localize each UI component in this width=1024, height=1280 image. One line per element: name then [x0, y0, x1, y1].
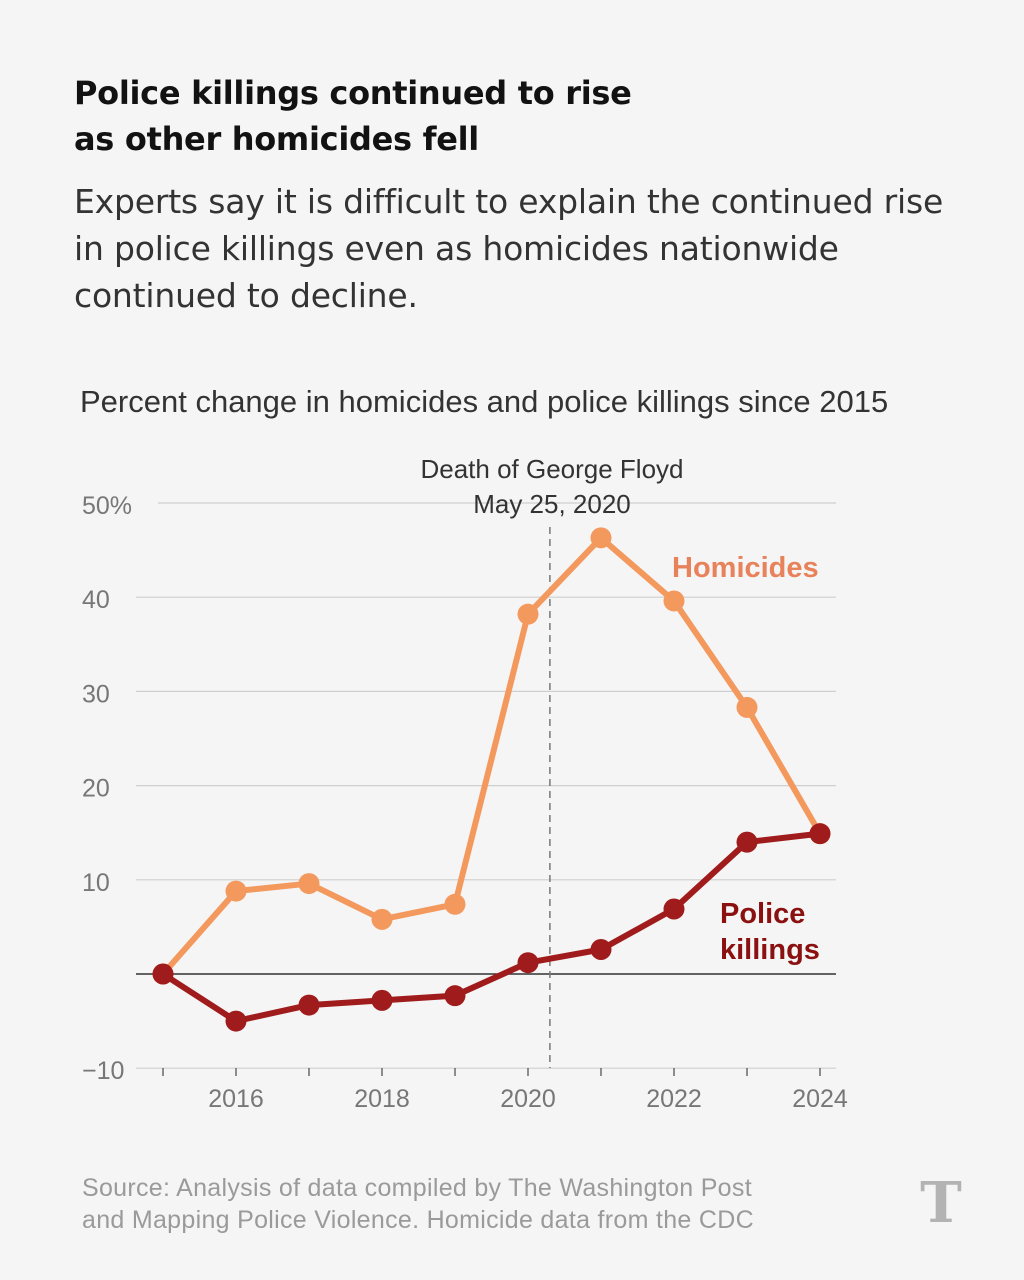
homicides-point	[663, 590, 685, 612]
y-tick-label: 30	[82, 680, 110, 708]
dek-line-3: continued to decline.	[74, 276, 418, 315]
police-killings-line	[160, 830, 823, 1025]
dek-line-2: in police killings even as homicides nat…	[74, 229, 839, 268]
x-tick-label: 2020	[500, 1085, 556, 1113]
police-killings-point	[225, 1010, 247, 1032]
dek-line-1: Experts say it is difficult to explain t…	[74, 182, 944, 221]
annotation-line-2: May 25, 2020	[473, 489, 631, 519]
homicides-point	[444, 893, 466, 915]
source-line-1: Source: Analysis of data compiled by The…	[82, 1174, 752, 1202]
x-tick-label: 2022	[646, 1085, 702, 1113]
police-killings-label-line-2: killings	[720, 934, 820, 966]
series-labels: Homicides Police killings	[672, 552, 820, 966]
y-tick-label: 10	[82, 869, 110, 897]
police-killings-point	[663, 898, 685, 920]
source-line-2: and Mapping Police Violence. Homicide da…	[82, 1206, 754, 1234]
y-tick-label: −10	[82, 1057, 124, 1085]
x-tick-label: 2024	[792, 1085, 848, 1113]
y-tick-label: 50%	[82, 492, 132, 520]
homicides-line	[160, 534, 823, 977]
headline: Police killings continued to rise as oth…	[74, 70, 934, 162]
police-killings-point	[590, 939, 612, 961]
source-note: Source: Analysis of data compiled by The…	[82, 1172, 882, 1236]
x-tick-label: 2016	[208, 1085, 264, 1113]
y-tick-label: 40	[82, 586, 110, 614]
police-killings-point	[517, 952, 539, 974]
headline-line-1: Police killings continued to rise	[74, 74, 632, 112]
nyt-t-glyph: T	[920, 1170, 962, 1234]
series-lines	[152, 527, 831, 1032]
police-killings-point	[809, 823, 831, 845]
police-killings-point	[152, 963, 174, 985]
homicides-point	[298, 873, 320, 895]
homicides-point	[225, 880, 247, 902]
headline-line-2: as other homicides fell	[74, 120, 479, 158]
police-killings-point	[298, 994, 320, 1016]
homicides-label: Homicides	[672, 552, 819, 584]
homicides-point	[590, 527, 612, 549]
police-killings-point	[371, 989, 393, 1011]
dek: Experts say it is difficult to explain t…	[74, 178, 974, 319]
homicides-point	[517, 603, 539, 625]
gridlines	[136, 502, 836, 1069]
george-floyd-annotation: Death of George Floyd May 25, 2020	[420, 454, 684, 1068]
axis-ticks: 50% 40 30 20 10 −10 2016 2018 2020 2022 2024	[82, 492, 848, 1113]
annotation-line-1: Death of George Floyd	[420, 454, 683, 484]
line-chart: 50% 40 30 20 10 −10 2016 2018 2020 2022 2024 Death…	[82, 454, 848, 1113]
nyt-t-logo: T	[920, 1170, 962, 1234]
chart-title: Percent change in homicides and police k…	[80, 384, 889, 419]
police-killings-label-line-1: Police	[720, 898, 805, 930]
x-tick-label: 2018	[354, 1085, 410, 1113]
homicides-point	[736, 696, 758, 718]
police-killings-point	[736, 831, 758, 853]
police-killings-point	[444, 985, 466, 1007]
y-tick-label: 20	[82, 775, 110, 803]
homicides-point	[371, 908, 393, 930]
